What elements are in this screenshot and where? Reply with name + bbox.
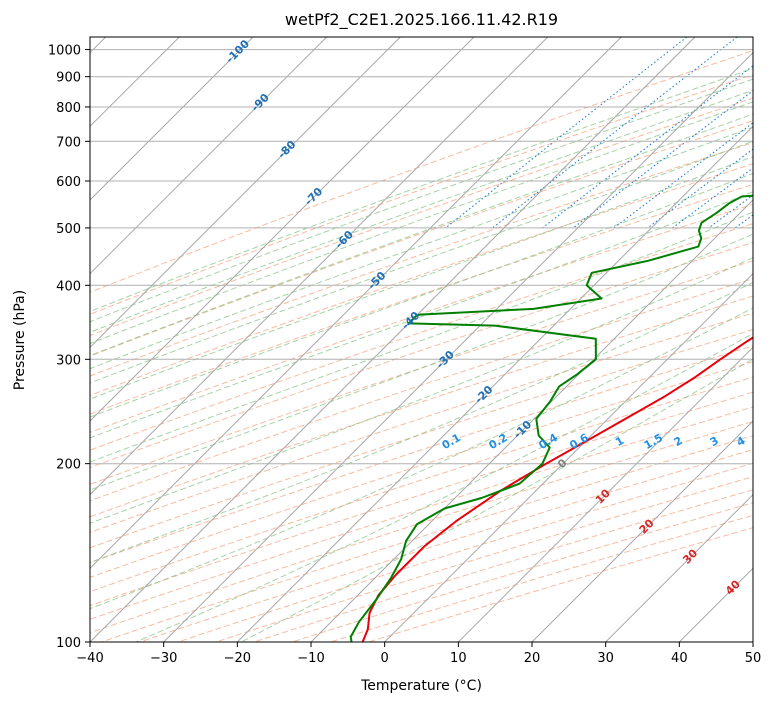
isotherm-line xyxy=(90,37,401,349)
moist-adiabat-line xyxy=(90,172,753,418)
moist-adiabat-line xyxy=(90,113,753,357)
moist-adiabat-line xyxy=(90,307,753,610)
mixing-ratio-label: 0.4 xyxy=(537,431,561,452)
moist-adiabat-line xyxy=(90,126,753,370)
mixing-ratio-line xyxy=(492,37,738,229)
x-tick-label: 50 xyxy=(745,651,762,666)
dry-adiabat-line xyxy=(101,435,753,642)
isotherm-line xyxy=(752,641,753,642)
isotherm-line xyxy=(90,37,549,496)
dry-adiabat-line xyxy=(90,120,753,357)
moist-adiabat-line xyxy=(90,78,753,323)
dry-adiabat-line xyxy=(90,203,753,433)
x-tick-label: 20 xyxy=(524,651,541,666)
moist-adiabat-line xyxy=(90,67,753,313)
dry-adiabat-line xyxy=(330,514,753,642)
x-tick-label: 10 xyxy=(450,651,467,666)
x-tick-label: −10 xyxy=(297,651,324,666)
mixing-ratio-label: 3 xyxy=(708,434,721,449)
dry-adiabat-line xyxy=(90,241,753,469)
isotherm-line xyxy=(90,37,254,201)
y-tick-label: 400 xyxy=(56,279,81,294)
temperature-profile-line xyxy=(361,336,753,642)
dry-adiabat-line xyxy=(90,391,753,607)
dry-adiabat-line xyxy=(90,74,753,315)
isotherm-line xyxy=(90,37,696,642)
mixing-ratio-label: 1 xyxy=(613,434,626,449)
dry-adiabat-line xyxy=(90,223,753,451)
x-tick-label: 0 xyxy=(381,651,389,666)
y-axis-label: Pressure (hPa) xyxy=(12,289,28,391)
mixing-ratio-label: 2 xyxy=(672,434,685,449)
moist-adiabat-line xyxy=(90,156,753,400)
dry-adiabat-line xyxy=(90,329,753,549)
x-axis-label: Temperature (°C) xyxy=(361,678,482,694)
dry-adiabat-line xyxy=(90,295,753,518)
moist-adiabat-line xyxy=(90,140,753,384)
isotherm-line xyxy=(163,51,753,642)
mixing-ratio-line xyxy=(708,194,753,229)
y-tick-label: 300 xyxy=(56,353,81,368)
dry-adiabat-line xyxy=(90,142,753,377)
dry-adiabat-line xyxy=(90,361,753,578)
isotherm-line xyxy=(310,199,753,642)
x-tick-label: −20 xyxy=(224,651,251,666)
y-tick-label: 600 xyxy=(56,175,81,190)
dry-adiabat-line xyxy=(90,183,753,415)
mixing-ratio-label: 0.1 xyxy=(440,431,463,452)
x-tick-label: 40 xyxy=(671,651,688,666)
plot-frame xyxy=(89,36,754,643)
dry-adiabat-line xyxy=(90,278,753,502)
moist-adiabat-line xyxy=(90,233,753,491)
isotherm-line xyxy=(457,346,753,642)
moist-adiabat-line xyxy=(90,257,753,524)
y-tick-label: 800 xyxy=(56,101,81,116)
plot-area xyxy=(90,37,753,642)
isotherm-line xyxy=(531,420,753,642)
moist-adiabat-line xyxy=(90,281,753,564)
mixing-ratio-label: 4 xyxy=(734,434,747,449)
dry-adiabat-line xyxy=(90,260,753,485)
mixing-ratio-line xyxy=(542,65,753,229)
x-tick-label: 30 xyxy=(597,651,614,666)
moist-adiabat-line xyxy=(90,191,753,439)
y-tick-label: 900 xyxy=(56,71,81,86)
isotherm-line xyxy=(90,37,622,570)
dry-adiabat-line xyxy=(90,163,753,396)
x-tick-label: −30 xyxy=(150,651,177,666)
mixing-ratio-line xyxy=(734,214,753,229)
mixing-ratio-line xyxy=(572,90,753,229)
isotherm-line xyxy=(384,272,753,642)
y-tick-label: 500 xyxy=(56,222,81,237)
chart-title: wetPf2_C2E1.2025.166.11.42.R19 xyxy=(284,10,559,29)
isotherm-line xyxy=(236,125,753,642)
dewpoint-profile-line xyxy=(349,194,753,642)
y-tick-label: 100 xyxy=(56,636,81,651)
dry-adiabat-line xyxy=(90,376,753,593)
y-tick-label: 700 xyxy=(56,135,81,150)
dry-adiabat-line xyxy=(90,50,753,293)
dry-adiabat-line xyxy=(90,97,753,337)
moist-adiabat-line xyxy=(90,101,753,345)
y-tick-label: 1000 xyxy=(48,44,81,59)
mixing-ratio-label: 0.2 xyxy=(487,431,510,452)
dry-adiabat-line xyxy=(292,502,753,642)
isotherm-line xyxy=(90,37,475,422)
moist-adiabat-line xyxy=(241,358,753,642)
isotherm-line xyxy=(605,493,753,642)
moist-adiabat-line xyxy=(135,333,753,642)
mixing-ratio-label: 0.6 xyxy=(567,431,591,452)
y-tick-label: 200 xyxy=(56,458,81,473)
moist-adiabat-line xyxy=(90,211,753,463)
mixing-ratio-line xyxy=(672,167,753,229)
dry-adiabat-line xyxy=(90,345,753,564)
dry-adiabat-line xyxy=(90,312,753,533)
x-tick-label: −40 xyxy=(76,651,103,666)
isotherm-line xyxy=(90,37,328,275)
